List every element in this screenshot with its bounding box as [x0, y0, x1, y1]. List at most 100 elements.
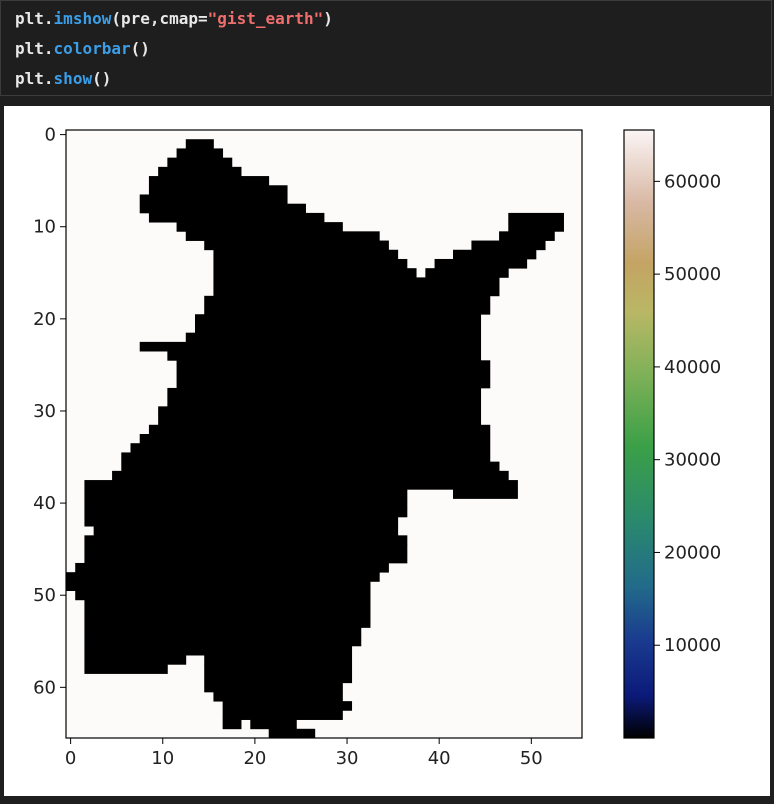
- mask-cell-run: [176, 378, 491, 389]
- code-token: (pre,cmap=: [111, 9, 208, 28]
- code-token: plt: [15, 69, 44, 88]
- mask-cell-run: [167, 351, 482, 361]
- x-tick-label: 40: [428, 748, 451, 769]
- mask-cell-run: [75, 590, 371, 601]
- mask-cell-run: [176, 222, 343, 232]
- mask-cell-run: [425, 268, 509, 278]
- mask-cell-run: [176, 369, 491, 380]
- mask-cell-run: [213, 286, 500, 297]
- y-tick-label: 30: [33, 401, 56, 422]
- mask-cell-run: [222, 710, 343, 720]
- mask-cell-run: [185, 139, 214, 149]
- code-line: plt.imshow(pre,cmap="gist_earth"): [15, 4, 333, 34]
- mask-cell-run: [434, 258, 528, 269]
- mask-cell-run: [84, 489, 408, 499]
- mask-cell-run: [213, 249, 399, 260]
- y-tick-label: 0: [45, 125, 56, 146]
- mask-cell-run: [204, 295, 491, 306]
- mask-cell-run: [84, 664, 168, 674]
- code-token: (): [92, 69, 112, 88]
- mask-cell-run: [148, 185, 288, 195]
- mask-cell-run: [84, 609, 371, 619]
- mask-cell-run: [148, 212, 325, 223]
- figure: 0 10 20 30 40 50 0 10 20 30 40 50 60 10000 20000 3000…: [33, 125, 721, 769]
- mask-cell-run: [148, 176, 270, 186]
- code-token: plt: [15, 9, 44, 28]
- x-tick-label: 30: [336, 748, 359, 769]
- colorbar-ticks: 10000 20000 30000 40000 50000 60000: [654, 171, 721, 656]
- mask-cell-run: [195, 323, 482, 334]
- mask-cell-run: [93, 526, 399, 536]
- mask-cell-run: [471, 240, 546, 251]
- mask-cell-run: [167, 397, 482, 407]
- mask-cell-run: [204, 673, 353, 684]
- mask-cell-run: [222, 701, 353, 711]
- mask-cell-run: [139, 203, 306, 214]
- mask-cell-run: [204, 240, 389, 251]
- mask-cell-run: [508, 222, 564, 232]
- mask-cell-run: [204, 682, 343, 693]
- mask-cell-run: [204, 655, 353, 665]
- mask-cell-run: [222, 719, 242, 730]
- mask-cell-run: [268, 728, 316, 739]
- mask-cell-run: [139, 341, 482, 352]
- axes-frame: [65, 129, 583, 739]
- mask-cell-run: [84, 507, 408, 518]
- code-token: plt: [15, 39, 44, 58]
- mask-cell-run: [66, 572, 380, 582]
- mask-cell-run: [499, 231, 555, 241]
- mask-cell-run: [185, 231, 380, 241]
- mask-cell-run: [158, 406, 482, 416]
- mask-cell-run: [167, 387, 482, 398]
- colorbar-tick-label: 60000: [664, 171, 721, 192]
- mask-cell-run: [84, 480, 518, 490]
- mask-cell-run: [158, 415, 482, 426]
- colorbar-tick-label: 20000: [664, 542, 721, 563]
- mask-cell-run: [213, 268, 417, 278]
- x-axis: 0 10 20 30 40 50: [65, 738, 543, 769]
- mask-cell-run: [176, 148, 224, 159]
- mask-cell-run: [84, 498, 408, 509]
- mask-cell-run: [84, 544, 408, 555]
- mask-cell-run: [84, 627, 362, 638]
- mask-cell-run: [75, 562, 389, 573]
- code-token: (): [130, 39, 150, 58]
- y-tick-label: 10: [33, 217, 56, 238]
- mask-cell-run: [84, 516, 399, 527]
- code-line: plt.show(): [15, 64, 111, 94]
- code-token: .: [43, 39, 54, 58]
- colorbar-tick-label: 10000: [664, 635, 721, 656]
- mask-cell-run: [213, 258, 408, 269]
- colorbar-tick-label: 50000: [664, 264, 721, 285]
- code-cell[interactable]: plt.imshow(pre,cmap="gist_earth") plt.co…: [0, 0, 772, 96]
- mask-cell-run: [204, 664, 353, 674]
- mask-cell-run: [84, 645, 353, 656]
- mask-cell-run: [112, 470, 509, 481]
- x-tick-label: 10: [151, 748, 174, 769]
- code-token: show: [53, 69, 93, 88]
- cell-output: 0 10 20 30 40 50 0 10 20 30 40 50 60 10000 20000 3000…: [4, 106, 770, 796]
- mask-cell-run: [84, 535, 408, 545]
- mask-cell-run: [185, 332, 482, 343]
- mask-cell-run: [158, 166, 242, 177]
- mask-cell-run: [148, 424, 491, 435]
- mask-cell-run: [121, 461, 500, 472]
- mask-cell-run: [176, 360, 491, 370]
- code-token: .: [43, 9, 54, 28]
- y-tick-label: 20: [33, 309, 56, 330]
- mask-cell-run: [250, 719, 297, 730]
- mask-cell-run: [213, 277, 500, 288]
- mask-cell-run: [84, 636, 362, 647]
- colorbar-tick-label: 30000: [664, 450, 721, 471]
- code-line: plt.colorbar(): [15, 34, 150, 64]
- mask-cell-run: [130, 443, 491, 453]
- mask-cell-run: [213, 691, 343, 702]
- mask-cell-run: [121, 452, 491, 463]
- y-tick-label: 60: [33, 677, 56, 698]
- mask-cell-run: [139, 434, 491, 444]
- code-token: .: [43, 69, 54, 88]
- mask-cell-run: [84, 599, 371, 610]
- x-tick-label: 0: [65, 748, 76, 769]
- colorbar-tick-label: 40000: [664, 357, 721, 378]
- mask-cell-run: [139, 194, 288, 205]
